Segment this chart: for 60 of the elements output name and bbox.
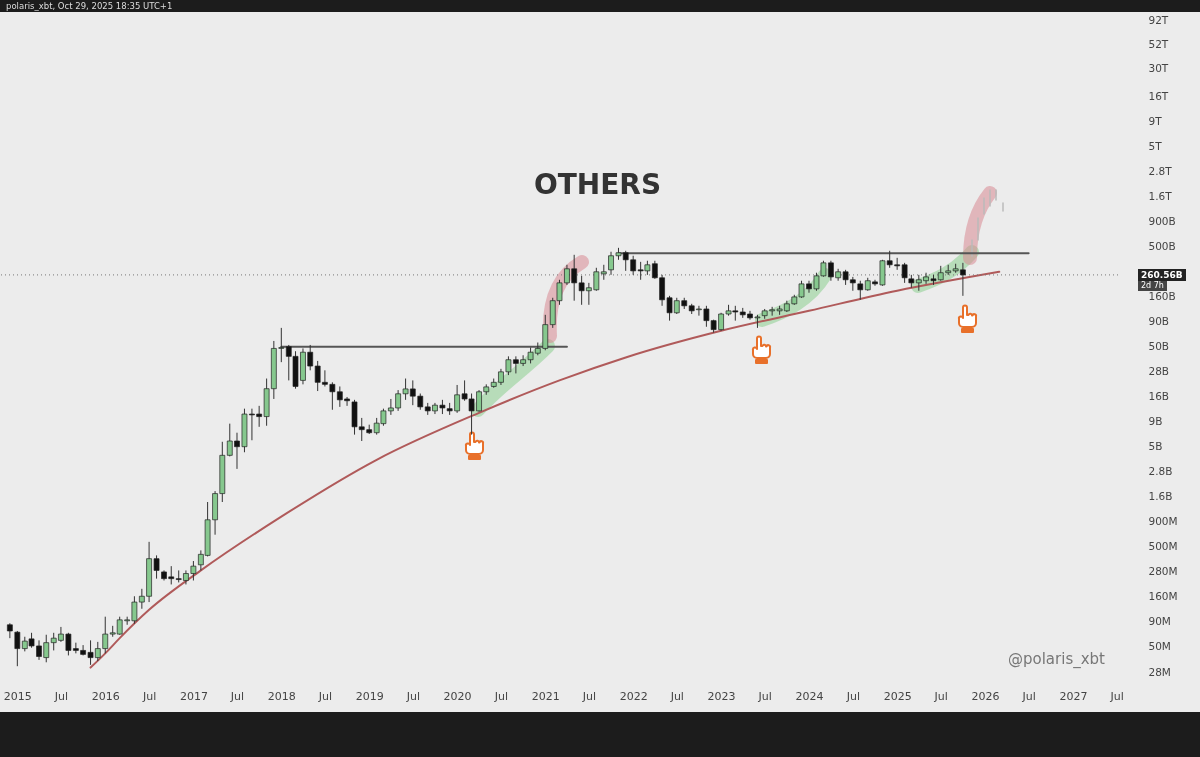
y-tick-label: 280M (1148, 565, 1178, 578)
annotation: @polaris_xbt (1008, 650, 1105, 668)
x-tick-label: Jul (669, 689, 684, 703)
y-tick-label: 1.6B (1148, 489, 1173, 502)
x-tick-label: 2015 (3, 689, 32, 703)
y-tick-label: 16T (1148, 89, 1169, 102)
x-tick-label: Jul (757, 689, 772, 703)
x-tick-label: Jul (845, 689, 860, 703)
x-tick-label: 2017 (179, 689, 208, 703)
ref-line-label: 260.56B (1138, 268, 1186, 281)
x-tick-label: Jul (581, 689, 597, 703)
x-tick-label: Jul (933, 689, 948, 703)
y-tick-label: 28B (1148, 365, 1170, 378)
y-tick-label: 50B (1148, 340, 1170, 353)
x-tick-label: Jul (493, 689, 509, 703)
x-tick-label: 2026 (971, 689, 1000, 703)
y-tick-label: 16B (1148, 389, 1170, 402)
y-tick-label: 52T (1148, 38, 1169, 51)
candlestick (7, 622, 13, 639)
y-tick-label: 900M (1148, 514, 1178, 527)
x-tick-label: 2018 (267, 689, 296, 703)
candlestick (14, 630, 21, 667)
y-tick-label: 30T (1148, 62, 1169, 75)
x-tick-label: Jul (229, 689, 245, 703)
y-tick-label: 9T (1148, 114, 1163, 127)
y-tick-label: 50M (1148, 640, 1171, 653)
y-tick-label: 9B (1148, 414, 1163, 427)
x-tick-label: 2022 (619, 689, 648, 703)
y-tick-label: 160B (1148, 289, 1176, 302)
x-tick-label: 2027 (1059, 689, 1088, 703)
y-tick-label: 2.8T (1148, 165, 1173, 178)
x-tick-label: Jul (53, 689, 69, 703)
y-tick-label: 28M (1148, 665, 1171, 678)
y-tick-label: 5T (1148, 140, 1163, 153)
y-tick-label: 500B (1148, 240, 1176, 253)
y-tick-label: 160M (1148, 589, 1178, 602)
x-tick-label: 2019 (355, 689, 384, 703)
y-tick-label: 1.6T (1148, 189, 1173, 202)
header-strip: polaris_xbt, Oct 29, 2025 18:35 UTC+1 (0, 0, 1200, 12)
x-tick-label: Jul (317, 689, 333, 703)
x-tick-label: 2021 (531, 689, 560, 703)
y-tick-label: 90M (1148, 614, 1171, 627)
x-tick-label: Jul (405, 689, 420, 703)
y-tick-label: 90B (1148, 314, 1170, 327)
text: OTHERS (533, 168, 662, 201)
x-tick-label: Jul (1021, 689, 1036, 703)
x-tick-label: Jul (1109, 689, 1124, 703)
x-tick-label: 2025 (883, 689, 912, 703)
x-tick-label: 2023 (707, 689, 736, 703)
x-tick-label: 2024 (795, 689, 824, 703)
x-tick-label: 2020 (443, 689, 472, 703)
line-series (89, 270, 1001, 669)
y-tick-label: 900B (1148, 214, 1176, 227)
x-tick-label: Jul (141, 689, 157, 703)
y-tick-label: 2.8B (1148, 465, 1173, 478)
y-tick-label: 92T (1148, 13, 1169, 26)
y-tick-label: 5B (1148, 440, 1163, 453)
text: 2d 7h (1138, 280, 1167, 291)
y-tick-label: 500M (1148, 540, 1178, 553)
x-tick-label: 2016 (91, 689, 120, 703)
